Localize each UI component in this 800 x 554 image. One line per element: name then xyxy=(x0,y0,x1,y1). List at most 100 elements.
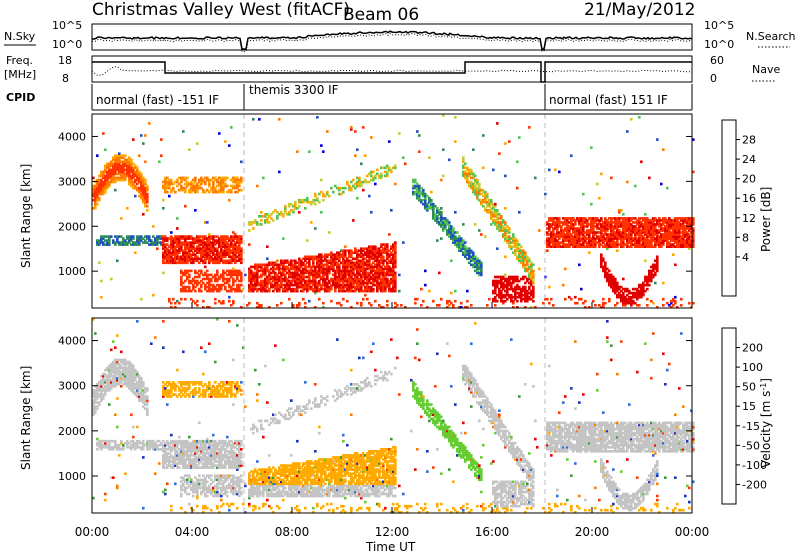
data-cell xyxy=(354,257,357,261)
data-cell xyxy=(640,233,643,236)
data-cell xyxy=(168,186,171,190)
data-cell xyxy=(368,259,371,263)
data-cell xyxy=(172,245,175,248)
data-cell xyxy=(92,190,95,194)
data-cell xyxy=(636,227,639,230)
data-cell xyxy=(502,275,505,279)
data-cell xyxy=(532,289,535,293)
data-cell xyxy=(226,281,229,285)
data-cell xyxy=(232,253,235,256)
data-cell xyxy=(230,257,233,261)
data-cell xyxy=(164,180,167,184)
data-cell xyxy=(620,237,623,240)
data-cell xyxy=(470,251,473,254)
data-cell xyxy=(684,231,687,234)
data-cell xyxy=(214,261,217,265)
data-cell xyxy=(642,243,645,246)
data-cell xyxy=(346,261,349,265)
data-cell xyxy=(156,247,159,250)
data-cell xyxy=(364,277,367,281)
data-cell xyxy=(590,225,593,228)
data-cell xyxy=(120,156,123,159)
data-cell xyxy=(190,235,193,238)
data-cell xyxy=(662,219,665,222)
data-cell xyxy=(634,291,637,295)
data-cell xyxy=(610,221,613,224)
data-cell xyxy=(204,190,207,194)
data-cell xyxy=(106,374,109,378)
data-cell xyxy=(614,231,617,234)
data-cell xyxy=(504,255,507,259)
data-cell xyxy=(634,245,637,248)
data-cell xyxy=(122,178,125,182)
data-cell xyxy=(590,231,593,234)
data-cell xyxy=(248,273,251,277)
data-cell xyxy=(674,263,677,267)
data-cell xyxy=(490,223,493,226)
data-cell xyxy=(326,259,329,263)
data-cell xyxy=(204,221,207,224)
data-cell xyxy=(214,239,217,242)
data-cell xyxy=(326,192,329,196)
data-cell xyxy=(618,211,621,214)
data-cell xyxy=(548,245,551,248)
data-cell xyxy=(204,259,207,263)
data-cell xyxy=(394,164,397,168)
data-cell xyxy=(296,269,299,273)
data-cell xyxy=(222,253,225,256)
data-cell xyxy=(576,239,579,242)
data-cell xyxy=(204,253,207,256)
data-cell xyxy=(590,219,593,222)
data-cell xyxy=(322,281,325,285)
data-cell xyxy=(382,275,385,279)
data-cell xyxy=(228,269,231,273)
data-cell xyxy=(340,249,343,252)
data-cell xyxy=(570,297,573,301)
data-cell xyxy=(614,304,617,307)
cpid-segment-1: normal (fast) -151 IF xyxy=(96,93,219,107)
data-cell xyxy=(524,265,527,269)
data-cell xyxy=(636,231,639,234)
data-cell xyxy=(638,231,641,234)
data-cell xyxy=(220,237,223,240)
data-cell xyxy=(490,209,493,212)
data-cell xyxy=(208,247,211,250)
data-cell xyxy=(178,241,181,244)
data-cell xyxy=(514,285,517,289)
data-cell xyxy=(264,269,267,273)
data-cell xyxy=(648,275,651,279)
data-cell xyxy=(292,263,295,267)
data-cell xyxy=(94,395,97,398)
data-cell xyxy=(222,255,225,259)
data-cell xyxy=(280,273,283,277)
data-cell xyxy=(306,200,309,204)
data-cell xyxy=(368,301,371,305)
data-cell xyxy=(642,217,645,220)
data-cell xyxy=(170,237,173,240)
data-cell xyxy=(308,200,311,204)
data-cell xyxy=(236,176,239,180)
data-cell xyxy=(158,235,161,238)
data-cell xyxy=(394,277,397,281)
data-cell xyxy=(502,299,505,303)
data-cell xyxy=(188,273,191,277)
data-cell xyxy=(558,245,561,248)
data-cell xyxy=(646,233,649,236)
data-cell xyxy=(138,176,141,180)
data-cell xyxy=(638,304,641,307)
data-cell xyxy=(226,261,229,265)
data-cell xyxy=(268,281,271,285)
data-cell xyxy=(250,223,253,226)
data-cell xyxy=(106,178,109,182)
data-cell xyxy=(238,249,241,252)
data-cell xyxy=(340,285,343,289)
data-cell xyxy=(672,221,675,224)
data-cell xyxy=(650,221,653,224)
data-cell xyxy=(200,180,203,184)
data-cell xyxy=(630,217,633,220)
data-cell xyxy=(588,217,591,220)
data-cell xyxy=(390,269,393,273)
data-cell xyxy=(574,221,577,224)
data-cell xyxy=(372,176,375,180)
data-cell xyxy=(264,283,267,287)
